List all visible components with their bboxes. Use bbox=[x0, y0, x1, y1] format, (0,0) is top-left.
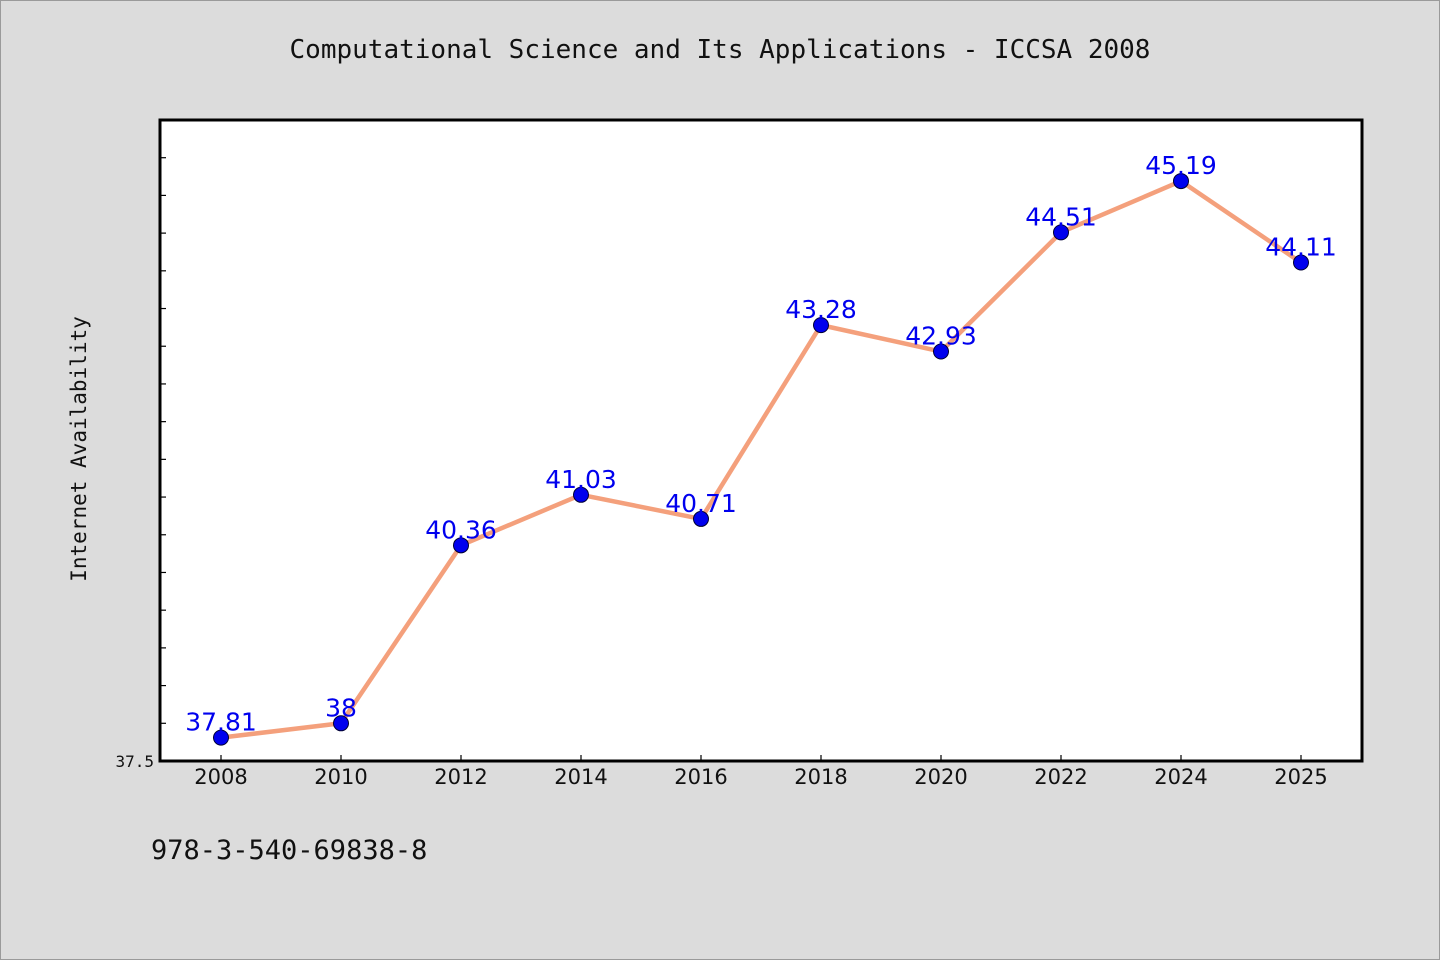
x-tick-label: 2025 bbox=[1274, 765, 1327, 789]
data-point bbox=[1293, 254, 1309, 271]
data-label: 44.51 bbox=[1025, 202, 1097, 231]
data-point bbox=[1053, 224, 1069, 241]
data-markers bbox=[213, 173, 1309, 746]
isbn-text: 978-3-540-69838-8 bbox=[151, 835, 428, 866]
data-label: 40.36 bbox=[425, 515, 497, 544]
data-point bbox=[693, 510, 709, 527]
series-line bbox=[218, 178, 1304, 740]
y-axis-ticks: 37.5 bbox=[115, 157, 166, 771]
data-point bbox=[333, 715, 349, 732]
x-tick-label: 2020 bbox=[914, 765, 967, 789]
x-tick-label: 2012 bbox=[434, 765, 487, 789]
data-label: 42.93 bbox=[905, 322, 977, 351]
data-label: 44.11 bbox=[1265, 233, 1337, 262]
x-axis-ticks: 2008 2010 2012 2014 2016 2018 2020 2022 2024 2025 bbox=[194, 755, 1328, 789]
data-point bbox=[933, 343, 949, 360]
data-label: 43.28 bbox=[785, 295, 857, 324]
x-tick-label: 2016 bbox=[674, 765, 727, 789]
data-label: 40.71 bbox=[665, 489, 737, 518]
data-point bbox=[453, 537, 469, 554]
x-tick-label: 2018 bbox=[794, 765, 847, 789]
y-axis-label: Internet Availability bbox=[67, 316, 91, 582]
x-tick-label: 2024 bbox=[1154, 765, 1207, 789]
data-label: 41.03 bbox=[545, 465, 617, 494]
data-point bbox=[573, 486, 589, 503]
data-labels: 37.81 38 40.36 41.03 40.71 43.28 42.93 44.51 45.… bbox=[185, 151, 1337, 737]
y-tick-label: 37.5 bbox=[115, 752, 154, 771]
data-point bbox=[1173, 173, 1189, 190]
x-tick-label: 2014 bbox=[554, 765, 607, 789]
data-point bbox=[213, 729, 229, 746]
plot-area bbox=[158, 118, 1364, 763]
chart-title: Computational Science and Its Applicatio… bbox=[289, 35, 1151, 65]
x-tick-label: 2022 bbox=[1034, 765, 1087, 789]
x-tick-label: 2008 bbox=[194, 765, 247, 789]
data-label: 38 bbox=[325, 693, 357, 722]
data-label: 37.81 bbox=[185, 708, 257, 737]
data-point bbox=[813, 317, 829, 334]
data-label: 45.19 bbox=[1145, 151, 1217, 180]
x-tick-label: 2010 bbox=[314, 765, 367, 789]
